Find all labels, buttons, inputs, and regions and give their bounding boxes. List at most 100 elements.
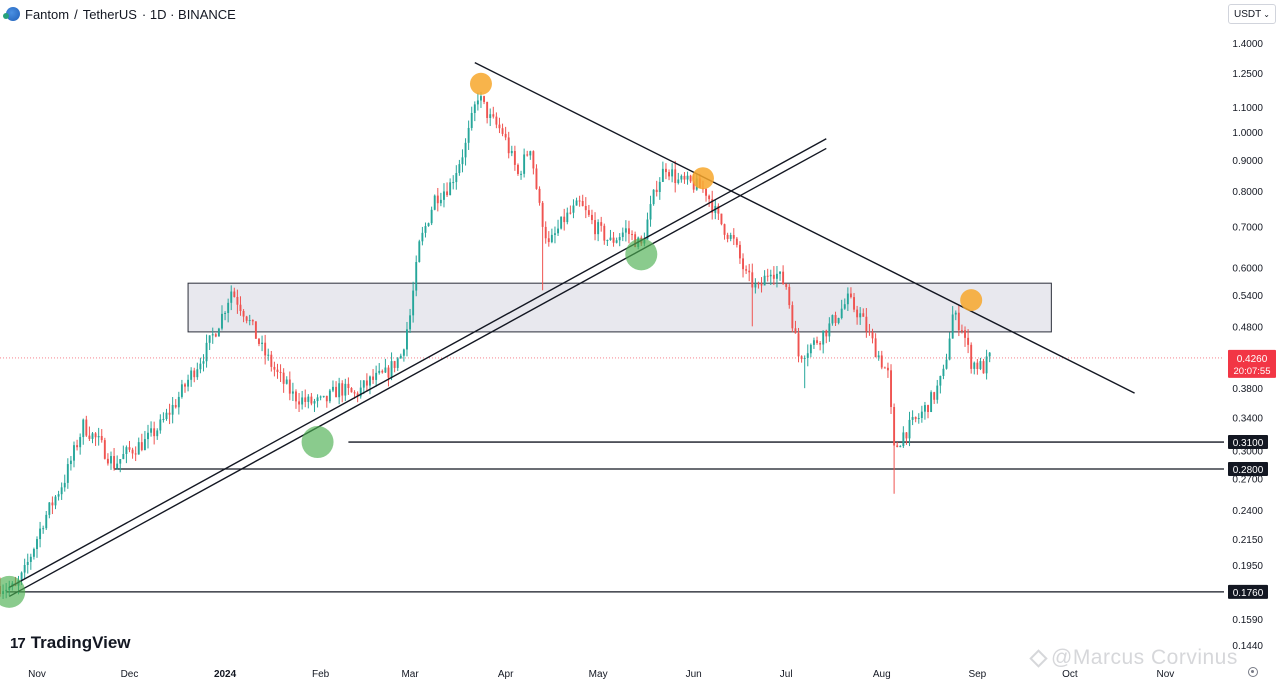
candle-body[interactable]: [88, 435, 91, 439]
candle-body[interactable]: [122, 453, 125, 460]
candle-body[interactable]: [856, 309, 859, 318]
candle-body[interactable]: [313, 401, 316, 404]
candle-body[interactable]: [680, 175, 683, 180]
candle-body[interactable]: [880, 355, 883, 368]
candle-body[interactable]: [245, 316, 248, 321]
candle-body[interactable]: [51, 502, 54, 506]
candle-body[interactable]: [26, 561, 29, 565]
candle-body[interactable]: [535, 168, 538, 189]
candle-body[interactable]: [689, 175, 692, 182]
currency-selector[interactable]: USDT ⌄: [1228, 4, 1276, 24]
candle-body[interactable]: [859, 313, 862, 318]
candle-body[interactable]: [464, 142, 467, 158]
candle-body[interactable]: [554, 233, 556, 235]
candle-body[interactable]: [831, 315, 834, 324]
candle-body[interactable]: [526, 154, 529, 156]
candle-body[interactable]: [800, 356, 803, 359]
candle-body[interactable]: [430, 209, 433, 224]
candle-body[interactable]: [834, 315, 837, 323]
candle-body[interactable]: [942, 368, 945, 376]
resistance-zone[interactable]: [187, 282, 1052, 333]
candle-body[interactable]: [748, 270, 751, 273]
candle-body[interactable]: [581, 200, 584, 207]
candle-body[interactable]: [214, 334, 217, 337]
candle-body[interactable]: [803, 357, 806, 359]
candle-body[interactable]: [751, 272, 754, 288]
settings-icon[interactable]: [1248, 667, 1258, 677]
candle-body[interactable]: [310, 396, 313, 404]
candle-body[interactable]: [584, 206, 587, 211]
candle-body[interactable]: [150, 428, 153, 433]
candle-body[interactable]: [131, 449, 134, 454]
candle-body[interactable]: [782, 271, 785, 285]
candle-body[interactable]: [597, 222, 600, 235]
candle-body[interactable]: [103, 440, 106, 459]
candle-body[interactable]: [45, 514, 48, 529]
candle-body[interactable]: [261, 342, 264, 344]
candle-body[interactable]: [69, 460, 72, 465]
candle-body[interactable]: [94, 433, 97, 438]
candle-body[interactable]: [251, 319, 254, 322]
candle-body[interactable]: [288, 379, 291, 394]
candle-body[interactable]: [279, 371, 282, 373]
candle-body[interactable]: [384, 367, 387, 373]
candle-body[interactable]: [683, 175, 686, 180]
candle-body[interactable]: [439, 199, 442, 204]
candle-body[interactable]: [954, 312, 957, 315]
candle-body[interactable]: [846, 293, 849, 305]
candle-body[interactable]: [221, 313, 223, 329]
candle-body[interactable]: [979, 361, 982, 369]
candle-body[interactable]: [664, 168, 667, 173]
candle-body[interactable]: [822, 330, 825, 345]
candle-body[interactable]: [883, 367, 886, 369]
candle-body[interactable]: [849, 293, 852, 298]
candle-body[interactable]: [470, 112, 473, 128]
candle-body[interactable]: [936, 385, 939, 400]
candle-body[interactable]: [258, 338, 260, 344]
candle-body[interactable]: [39, 528, 42, 540]
candle-body[interactable]: [976, 362, 979, 369]
candle-body[interactable]: [436, 195, 439, 204]
candle-body[interactable]: [788, 286, 791, 306]
candle-body[interactable]: [600, 222, 603, 226]
candle-body[interactable]: [254, 321, 257, 339]
candle-body[interactable]: [54, 496, 57, 506]
candle-body[interactable]: [532, 151, 535, 169]
candle-body[interactable]: [356, 393, 359, 397]
candle-body[interactable]: [951, 314, 954, 339]
candle-body[interactable]: [236, 296, 239, 305]
candle-body[interactable]: [492, 114, 495, 117]
candle-body[interactable]: [282, 372, 285, 384]
candle-body[interactable]: [982, 361, 985, 374]
candle-body[interactable]: [168, 412, 171, 415]
candle-body[interactable]: [686, 175, 689, 180]
candle-body[interactable]: [569, 212, 572, 214]
candle-body[interactable]: [66, 464, 69, 483]
candle-body[interactable]: [227, 302, 230, 313]
candle-body[interactable]: [738, 244, 741, 259]
candle-body[interactable]: [208, 335, 211, 343]
symbol-name[interactable]: Fantom: [25, 6, 70, 22]
candle-body[interactable]: [791, 305, 794, 329]
candle-body[interactable]: [418, 241, 421, 262]
candle-body[interactable]: [341, 383, 344, 396]
candle-body[interactable]: [174, 404, 177, 408]
candle-body[interactable]: [757, 283, 760, 285]
candle-body[interactable]: [939, 375, 942, 386]
candle-body[interactable]: [319, 396, 322, 398]
candle-body[interactable]: [304, 397, 307, 402]
candle-body[interactable]: [276, 369, 279, 372]
candle-body[interactable]: [624, 228, 627, 233]
trendline-ascending-support-upper[interactable]: [8, 138, 827, 589]
candle-body[interactable]: [433, 195, 436, 210]
candle-body[interactable]: [766, 275, 769, 277]
candle-body[interactable]: [100, 436, 103, 441]
candle-body[interactable]: [603, 225, 606, 241]
candle-body[interactable]: [557, 228, 560, 234]
candle-body[interactable]: [446, 191, 449, 196]
candle-body[interactable]: [988, 352, 991, 357]
candle-body[interactable]: [501, 128, 504, 134]
candle-body[interactable]: [42, 528, 45, 530]
candle-body[interactable]: [692, 181, 695, 190]
